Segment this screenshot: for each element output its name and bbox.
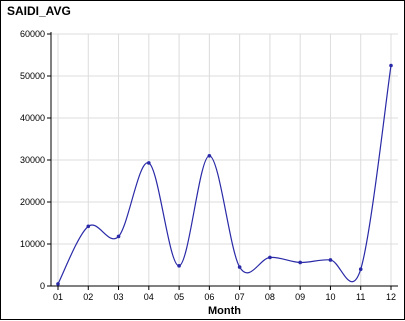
data-point-04 [147,161,151,165]
x-tick-label-11: 12 [386,292,396,302]
y-tick-label-6: 60000 [20,29,45,39]
data-point-01 [56,282,60,286]
x-tick-label-0: 01 [53,292,63,302]
data-point-12 [389,63,393,68]
chart-title: SAIDI_AVG [7,4,71,18]
x-tick-label-2: 03 [114,292,124,302]
data-point-05 [177,264,181,268]
x-tick-label-1: 02 [83,292,93,302]
data-point-10 [328,258,333,262]
data-point-08 [268,255,272,260]
x-tick-label-6: 07 [235,292,245,302]
x-tick-label-10: 11 [356,292,365,302]
data-point-07 [237,265,242,269]
y-tick-label-2: 20000 [20,197,45,207]
y-tick-label-4: 40000 [20,113,45,123]
y-tick-label-3: 30000 [20,155,45,165]
x-tick-label-7: 08 [265,292,275,302]
x-tick-label-9: 10 [325,292,335,302]
data-point-11 [358,267,363,272]
data-point-03 [116,234,121,239]
x-tick-label-8: 09 [295,292,305,302]
y-tick-label-1: 10000 [20,239,45,249]
data-point-09 [298,260,302,265]
y-tick-label-5: 50000 [20,71,45,81]
x-tick-label-3: 04 [144,292,154,302]
x-axis-title: Month [208,305,241,317]
y-tick-label-0: 0 [40,281,45,291]
x-tick-label-5: 06 [204,292,214,302]
data-point-06 [207,154,212,158]
data-point-02 [86,224,91,229]
x-tick-label-4: 05 [174,292,184,302]
series-line-0 [57,65,392,285]
